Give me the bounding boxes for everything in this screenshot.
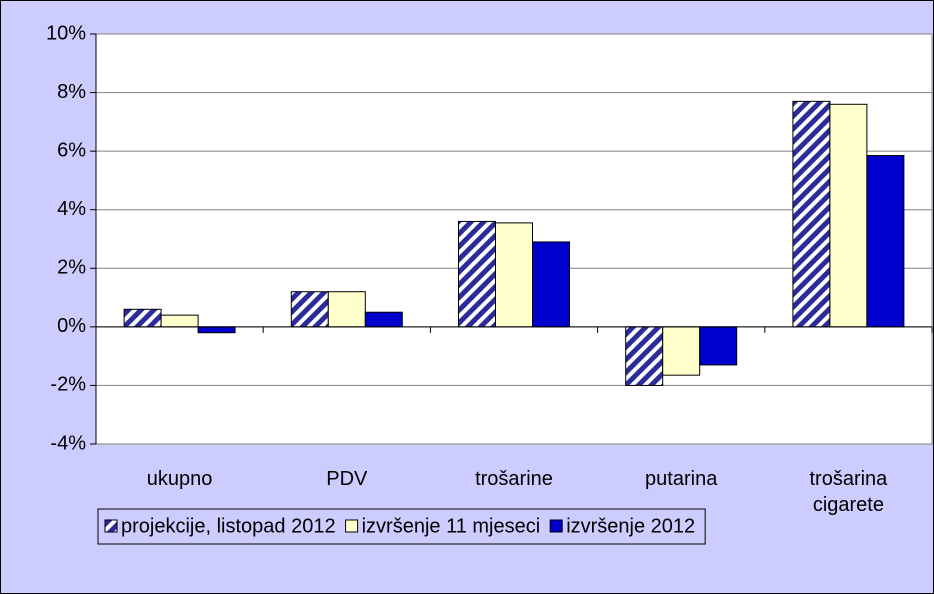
bar (495, 222, 533, 328)
y-tick-label: -4% (50, 432, 86, 454)
legend-label: izvršenje 2012 (566, 515, 695, 537)
x-tick-label: putarina (645, 468, 718, 490)
y-tick-label: -2% (50, 374, 86, 396)
y-tick-label: 4% (57, 198, 86, 220)
legend-marker (104, 519, 118, 533)
x-tick-label: trošarina cigarete (809, 468, 888, 516)
bar (662, 326, 701, 376)
legend (97, 508, 706, 545)
bar (197, 326, 236, 334)
y-tick-label: 8% (57, 81, 86, 103)
x-tick-label: ukupno (146, 468, 213, 490)
bar (866, 155, 905, 328)
bar (458, 220, 496, 328)
legend-label: izvršenje 11 mjeseci (362, 515, 541, 537)
bar (364, 311, 403, 328)
legend-marker (549, 519, 563, 533)
bar (829, 103, 868, 328)
y-tick-label: 0% (57, 315, 86, 337)
y-tick-label: 10% (46, 22, 86, 44)
bar (123, 308, 162, 328)
bar (699, 326, 738, 366)
bar (290, 291, 329, 328)
legend-label: projekcije, listopad 2012 (121, 515, 336, 537)
bar (625, 326, 664, 386)
bar (160, 314, 199, 328)
bar (792, 100, 831, 328)
legend-marker (345, 519, 359, 533)
x-tick-label: PDV (326, 468, 368, 490)
bar (327, 291, 366, 328)
x-tick-label: trošarine (475, 468, 553, 490)
bar (532, 241, 570, 328)
y-tick-label: 2% (57, 257, 86, 279)
y-tick-label: 6% (57, 139, 86, 161)
